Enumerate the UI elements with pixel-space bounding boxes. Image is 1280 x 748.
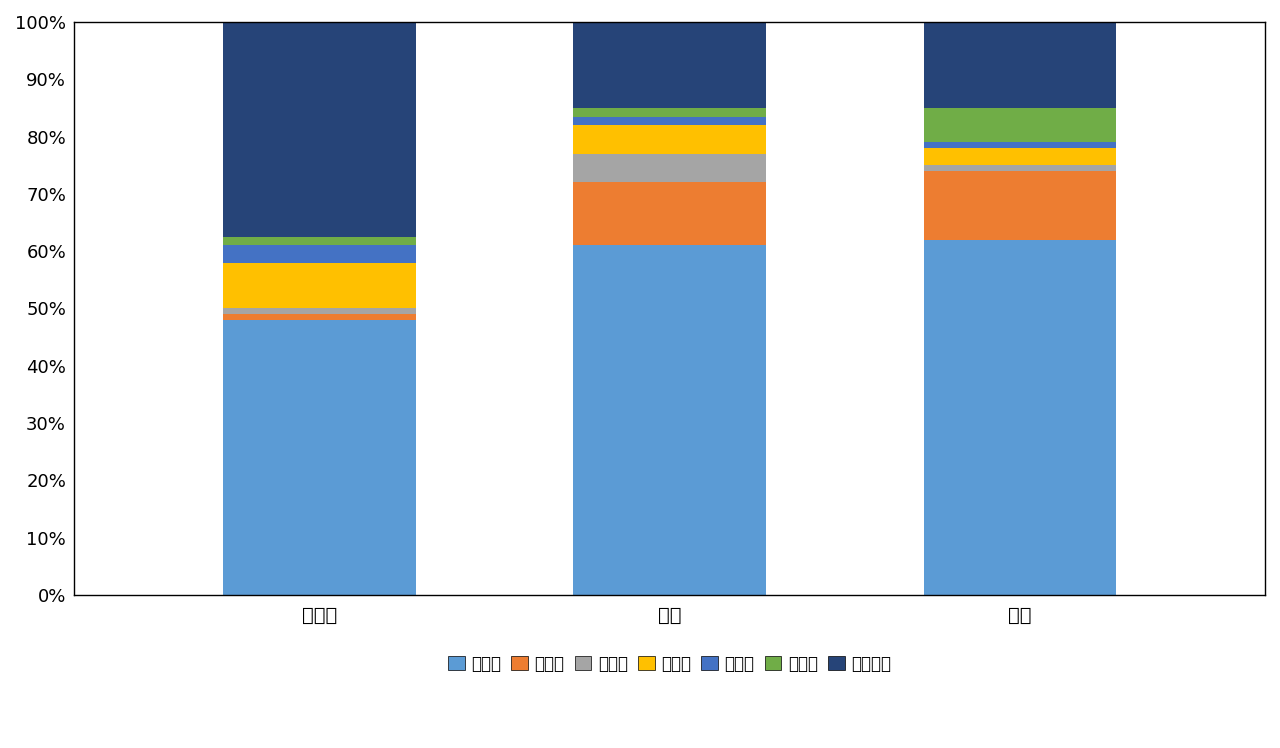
Bar	[924, 240, 1116, 595]
Bar	[924, 148, 1116, 165]
Legend: 江苏省, 上海市, 浙江省, 广东省, 安徽省, 山东省, 其他地区: 江苏省, 上海市, 浙江省, 广东省, 安徽省, 山东省, 其他地区	[448, 655, 891, 673]
Bar	[573, 154, 765, 183]
Bar	[223, 245, 416, 263]
Bar	[223, 320, 416, 595]
Bar	[223, 314, 416, 320]
Bar	[924, 108, 1116, 142]
Bar	[924, 171, 1116, 240]
Bar	[223, 22, 416, 237]
Bar	[573, 125, 765, 154]
Bar	[573, 245, 765, 595]
Bar	[573, 117, 765, 125]
Bar	[223, 237, 416, 245]
Bar	[573, 183, 765, 245]
Bar	[924, 142, 1116, 148]
Bar	[924, 165, 1116, 171]
Bar	[223, 308, 416, 314]
Bar	[924, 22, 1116, 108]
Bar	[573, 22, 765, 108]
Bar	[223, 263, 416, 308]
Bar	[573, 108, 765, 117]
